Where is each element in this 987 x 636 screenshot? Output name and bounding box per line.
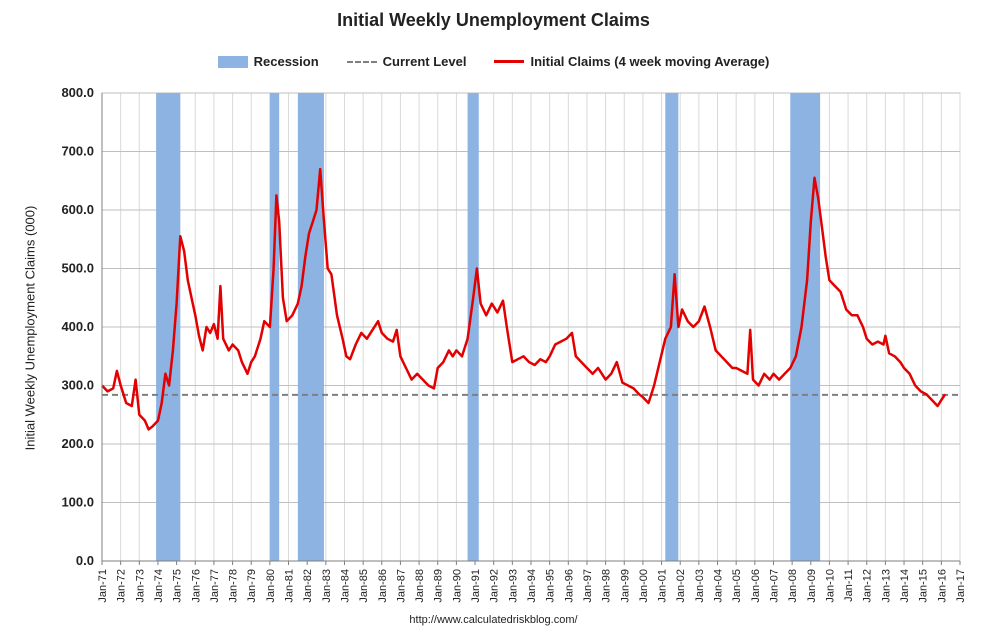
initial-claims-swatch: [494, 60, 525, 63]
x-tick-label: Jan-92: [489, 569, 501, 603]
y-tick-label: 0.0: [76, 553, 94, 568]
x-tick-label: Jan-90: [451, 569, 463, 603]
x-tick-label: Jan-11: [843, 569, 855, 602]
x-tick-label: Jan-76: [190, 569, 202, 603]
recession-band: [269, 93, 280, 561]
x-tick-label: Jan-97: [582, 569, 594, 603]
x-tick-label: Jan-71: [97, 569, 109, 603]
legend-item-current-level: Current Level: [346, 54, 467, 69]
x-tick-label: Jan-95: [545, 569, 557, 603]
x-tick-label: Jan-89: [433, 569, 445, 603]
x-tick-label: Jan-80: [265, 569, 277, 603]
x-tick-label: Jan-88: [414, 569, 426, 603]
legend-label-recession: Recession: [253, 54, 319, 69]
y-tick-label: 500.0: [61, 261, 94, 276]
x-tick-label: Jan-74: [153, 569, 165, 603]
x-tick-label: Jan-73: [134, 569, 146, 603]
x-tick-label: Jan-15: [918, 569, 930, 603]
y-tick-label: 400.0: [61, 319, 94, 334]
legend-item-recession: Recession: [217, 54, 319, 69]
x-tick-label: Jan-05: [731, 569, 743, 603]
x-tick-label: Jan-07: [768, 569, 780, 603]
source-url: http://www.calculatedriskblog.com/: [409, 614, 578, 626]
y-tick-label: 600.0: [61, 202, 94, 217]
x-tick-label: Jan-08: [787, 569, 799, 603]
recession-band: [790, 93, 821, 561]
x-tick-label: Jan-72: [116, 569, 128, 603]
x-tick-label: Jan-02: [675, 569, 687, 603]
x-tick-label: Jan-93: [507, 569, 519, 603]
x-tick-label: Jan-96: [563, 569, 575, 603]
x-tick-label: Jan-83: [321, 569, 333, 603]
x-tick-label: Jan-77: [209, 569, 221, 603]
x-tick-label: Jan-10: [824, 569, 836, 603]
current-level-swatch: [346, 60, 377, 63]
recession-band: [467, 93, 479, 561]
x-tick-label: Jan-85: [358, 569, 370, 603]
x-tick-label: Jan-82: [302, 569, 314, 603]
x-tick-label: Jan-09: [806, 569, 818, 603]
legend-label-initial-claims: Initial Claims (4 week moving Average): [530, 54, 770, 69]
x-tick-label: Jan-13: [880, 569, 892, 603]
x-tick-label: Jan-16: [936, 569, 948, 603]
y-tick-label: 100.0: [61, 495, 94, 510]
x-tick-label: Jan-03: [694, 569, 706, 603]
x-tick-label: Jan-17: [955, 569, 967, 603]
x-tick-label: Jan-99: [619, 569, 631, 603]
recession-swatch: [217, 55, 248, 68]
chart-legend: Recession Current Level Initial Claims (…: [0, 54, 987, 69]
recession-band: [156, 93, 181, 561]
x-tick-label: Jan-87: [395, 569, 407, 603]
x-tick-label: Jan-75: [172, 569, 184, 603]
y-tick-label: 200.0: [61, 436, 94, 451]
x-tick-label: Jan-94: [526, 569, 538, 603]
recession-band: [297, 93, 324, 561]
x-tick-label: Jan-01: [657, 569, 669, 603]
x-tick-label: Jan-98: [601, 569, 613, 603]
x-tick-label: Jan-14: [899, 569, 911, 603]
x-tick-label: Jan-78: [228, 569, 240, 603]
legend-label-current-level: Current Level: [382, 54, 467, 69]
x-tick-label: Jan-00: [638, 569, 650, 603]
x-tick-label: Jan-12: [862, 569, 874, 603]
x-tick-label: Jan-84: [339, 569, 351, 603]
x-tick-label: Jan-91: [470, 569, 482, 603]
x-tick-label: Jan-79: [246, 569, 258, 603]
initial-claims-line: [101, 167, 947, 431]
x-tick-label: Jan-81: [284, 569, 296, 603]
y-tick-label: 700.0: [61, 144, 94, 159]
legend-item-initial-claims: Initial Claims (4 week moving Average): [494, 54, 769, 69]
y-tick-label: 300.0: [61, 378, 94, 393]
x-tick-label: Jan-04: [713, 569, 725, 603]
chart-title: Initial Weekly Unemployment Claims: [337, 10, 650, 30]
x-tick-label: Jan-06: [750, 569, 762, 603]
y-tick-label: 800.0: [61, 85, 94, 100]
x-tick-label: Jan-86: [377, 569, 389, 603]
